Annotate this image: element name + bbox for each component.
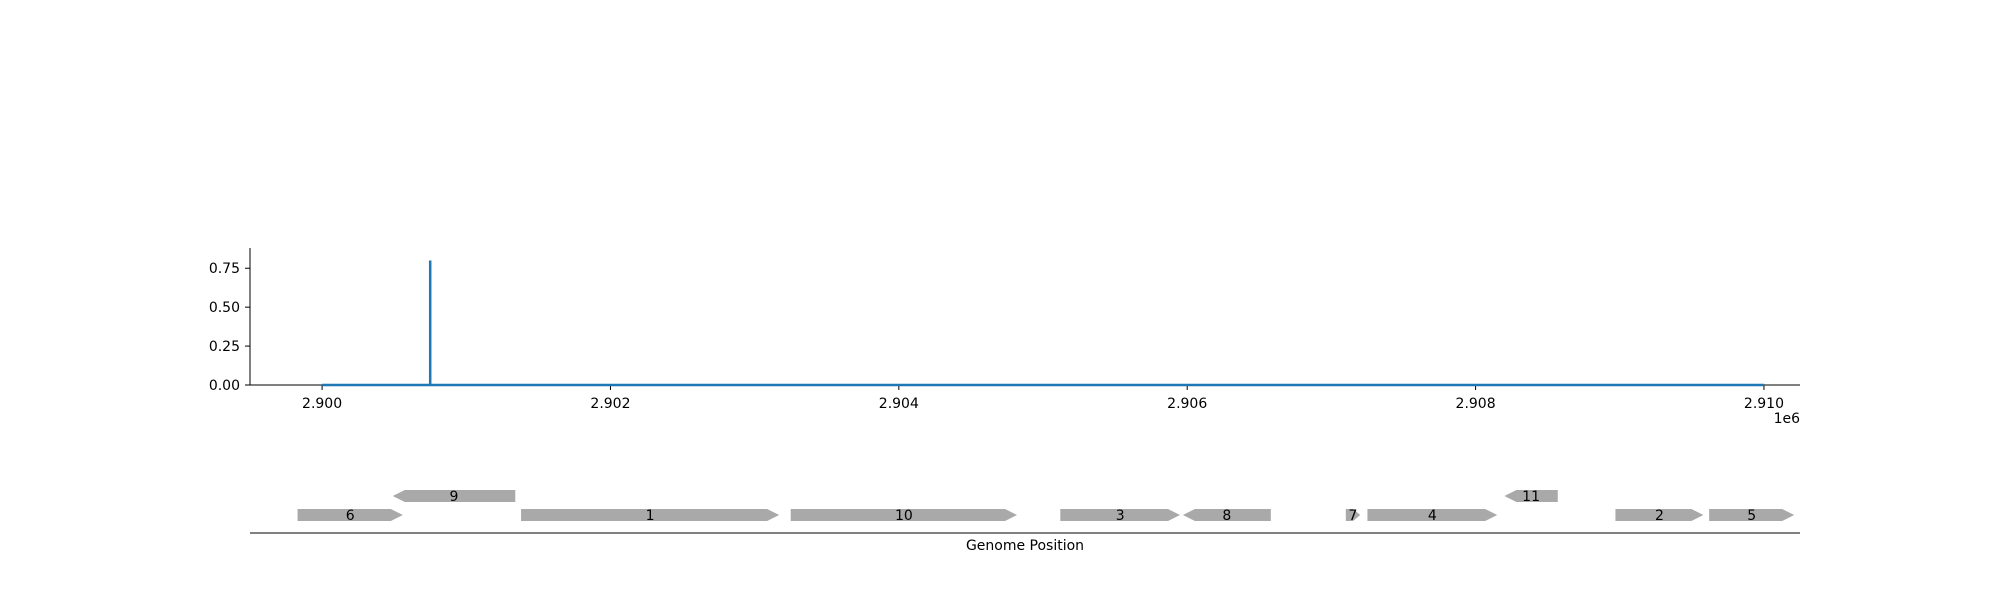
y-ticks: 0.00 0.25 0.50 0.75 — [209, 261, 250, 394]
gene-arrow — [1182, 509, 1271, 521]
x-tick-label: 2.902 — [590, 396, 630, 412]
x-tick-label: 2.904 — [879, 396, 919, 412]
gene-track: 6 9 1 10 3 8 7 4 11 2 5 Genome Position — [250, 489, 1800, 554]
gene-arrow — [1615, 509, 1704, 521]
gene-label: 11 — [1522, 489, 1540, 505]
y-tick-label: 0.00 — [209, 378, 240, 394]
gene-arrow — [392, 490, 516, 502]
gene-arrow — [1060, 509, 1180, 521]
x-tick-label: 2.910 — [1744, 396, 1784, 412]
x-axis-label: Genome Position — [966, 538, 1084, 554]
gene-label: 9 — [450, 489, 459, 505]
x-tick-label: 2.900 — [302, 396, 342, 412]
x-offset-label: 1e6 — [1774, 411, 1801, 427]
gene-label: 2 — [1655, 508, 1664, 524]
gene-arrow — [1504, 490, 1558, 502]
gene-label: 3 — [1116, 508, 1125, 524]
x-tick-label: 2.908 — [1456, 396, 1496, 412]
gene-arrow — [521, 509, 780, 521]
gene-label: 8 — [1222, 508, 1231, 524]
y-tick-label: 0.25 — [209, 339, 240, 355]
gene-arrow — [297, 509, 403, 521]
gene-arrow — [790, 509, 1018, 521]
y-tick-label: 0.50 — [209, 300, 240, 316]
gene-arrow — [1709, 509, 1795, 521]
signal-plot: 0.000.250.500.75 2.900 2.902 2.904 2.906 2.9… — [209, 248, 1800, 427]
x-ticks: 2.900 2.902 2.904 2.906 2.908 2.910 — [302, 385, 1784, 412]
x-tick-label: 2.906 — [1167, 396, 1207, 412]
y-tick-label: 0.75 — [209, 261, 240, 277]
gene-label: 6 — [346, 508, 355, 524]
gene-arrow — [1367, 509, 1498, 521]
gene-arrow — [1345, 509, 1361, 521]
gene-arrows: 6 9 1 10 3 8 7 4 11 2 5 — [297, 489, 1795, 524]
gene-label: 1 — [646, 508, 655, 524]
gene-label: 7 — [1349, 508, 1358, 524]
signal-line — [322, 260, 1764, 387]
gene-label: 10 — [895, 508, 913, 524]
gene-label: 4 — [1428, 508, 1437, 524]
gene-label: 5 — [1747, 508, 1756, 524]
